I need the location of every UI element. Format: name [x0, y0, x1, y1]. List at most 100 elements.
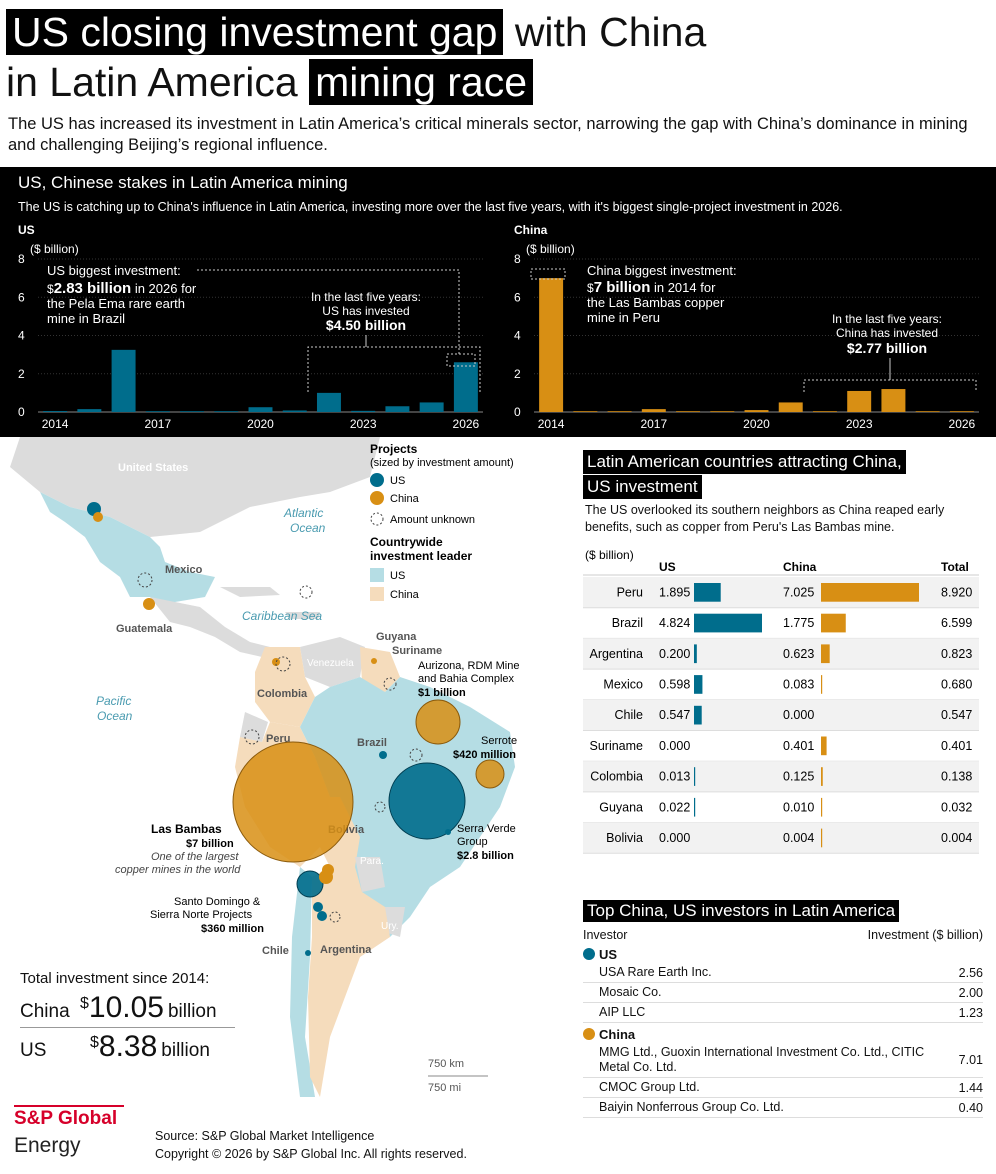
bar-2020 [744, 410, 769, 412]
title-highlight-2: mining race [309, 59, 534, 105]
china-five-year-label: In the last five years: [832, 312, 942, 326]
legend-china-dot [370, 491, 384, 505]
label-uruguay: Ury. [381, 921, 399, 932]
legend-china-swatch [370, 587, 384, 601]
chile-us-bubble [313, 902, 323, 912]
label-united-states: United States [118, 462, 188, 474]
label-caribbean-sea: Caribbean Sea [242, 609, 322, 623]
investor-name: Mosaic Co. [599, 985, 662, 999]
label-mexico: Mexico [165, 564, 203, 576]
legend-projects-sub: (sized by investment amount) [370, 457, 514, 469]
us-bar-chart: US ($ billion) 0 2 4 6 8 2014 2017 2020 2023 2026 US… [18, 223, 483, 431]
bar-2023 [847, 390, 872, 412]
callout-santo-domingo: Santo Domingo & [174, 896, 261, 908]
bar-2017 [145, 411, 170, 412]
us-biggest-amount: $2.83 billion in 2026 for [47, 280, 197, 297]
investor-name: USA Rare Earth Inc. [599, 965, 712, 979]
china-five-year-amount: $2.77 billion [847, 340, 927, 356]
bar-2015 [77, 409, 102, 412]
totals-box: Total investment since 2014: China $ 10.… [20, 970, 235, 1066]
bar-2026 [453, 362, 478, 412]
investor-col-label: Investor [583, 928, 628, 942]
table-row-bg [583, 822, 979, 854]
us-group-text: US [599, 946, 618, 962]
chile-us-dot [305, 950, 311, 956]
country-title-line-2: US investment [583, 475, 702, 499]
callout-serra-verde-amt: $2.8 billion [457, 850, 514, 862]
investors-header: Investor Investment ($ billion) [583, 925, 983, 945]
bar-charts-svg: US ($ billion) 0 2 4 6 8 2014 2017 2020 2023 2026 US… [18, 223, 979, 431]
us-bar [694, 797, 696, 817]
bar-2024 [385, 406, 410, 412]
us-biggest-box [446, 353, 476, 367]
bar-2016 [607, 411, 632, 412]
x-tick-label: 2020 [743, 417, 770, 431]
legend-us-dot [370, 473, 384, 487]
us-total-label: US [20, 1040, 47, 1061]
china-value: 1.775 [783, 616, 814, 630]
table-row-bg [583, 699, 979, 731]
ecuador-shape [240, 712, 268, 742]
us-biggest-detail: the Pela Ema rare earth [47, 296, 185, 311]
investor-name: CMOC Group Ltd. [599, 1080, 700, 1094]
x-tick-label: 2023 [350, 417, 377, 431]
investor-row: USA Rare Earth Inc. 2.56 [583, 963, 983, 983]
china-value: 0.125 [783, 770, 814, 784]
totals-label: Total investment since 2014: [20, 970, 210, 987]
logo-bar [14, 1105, 124, 1107]
page-subtitle: The US has increased its investment in L… [8, 115, 968, 154]
bar-2019 [214, 411, 239, 412]
guatemala-cn-bubble [143, 598, 155, 610]
title-rest-1: with China [503, 9, 707, 55]
legend-unknown-dot [370, 512, 384, 526]
central-america-shape [150, 597, 270, 657]
total-value: 0.138 [941, 770, 972, 784]
us-total-sym: $ [90, 1034, 99, 1051]
y-tick-label: 8 [18, 252, 25, 266]
unknown-bubble [244, 729, 260, 745]
bar-2018 [180, 411, 205, 412]
serrote-bubble [475, 759, 505, 789]
bar-chart-panel: US, Chinese stakes in Latin America mini… [0, 167, 996, 437]
y-tick-label: 0 [514, 405, 521, 419]
china-bar [821, 767, 823, 786]
china-total-unit: billion [167, 1001, 217, 1022]
label-guyana: Guyana [376, 631, 417, 643]
bar-2014 [43, 411, 68, 412]
investor-name: Baiyin Nonferrous Group Co. Ltd. [599, 1100, 784, 1114]
investor-name: AIP LLC [599, 1005, 646, 1019]
callout-las-bambas-amt: $7 billion [186, 838, 234, 850]
unknown-bubble [383, 677, 397, 691]
x-tick-label: 2014 [42, 417, 69, 431]
title-highlight-1: US closing investment gap [6, 9, 504, 55]
china-bar [821, 675, 823, 694]
total-value: 0.032 [941, 800, 972, 814]
bar-2015 [573, 411, 598, 412]
china-total-amount: 10.05 [88, 991, 164, 1024]
legend-unknown: Amount unknown [390, 514, 475, 526]
callout-las-bambas-note: One of the largest [151, 851, 239, 863]
legend-leader-us: US [390, 570, 405, 582]
chart-title: US [18, 223, 35, 237]
y-tick-label: 8 [514, 252, 521, 266]
bar-2016 [111, 349, 136, 412]
total-value: 0.401 [941, 739, 972, 753]
investor-name: MMG Ltd., Guoxin International Investmen… [599, 1045, 925, 1074]
country-name: Chile [615, 708, 644, 722]
y-tick-label: 4 [18, 329, 25, 343]
china-group-text: China [599, 1026, 636, 1042]
label-chile: Chile [262, 945, 289, 957]
china-bar [821, 644, 830, 664]
y-tick-label: 6 [514, 290, 521, 304]
legend-leader: Countrywide [370, 535, 443, 549]
us-bar [694, 675, 703, 694]
investor-row: Mosaic Co. 2.00 [583, 983, 983, 1003]
legend-leader-2: investment leader [370, 549, 472, 563]
y-tick-label: 2 [18, 367, 25, 381]
label-argentina: Argentina [320, 944, 372, 956]
china-total-sym: $ [80, 995, 89, 1012]
guyana-suriname-shape [360, 647, 400, 692]
investment-col-label: Investment ($ billion) [867, 928, 983, 942]
investor-row: CMOC Group Ltd. 1.44 [583, 1078, 983, 1098]
legend-us-swatch [370, 568, 384, 582]
